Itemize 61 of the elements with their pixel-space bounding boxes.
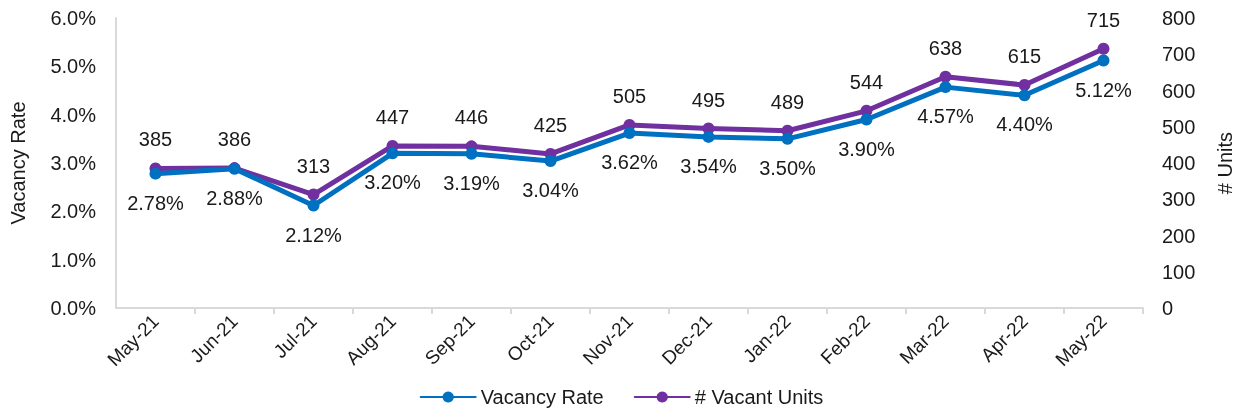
data-label: 447 xyxy=(375,105,410,128)
point xyxy=(149,167,162,180)
point xyxy=(1018,89,1031,102)
point xyxy=(623,127,636,140)
y-tick-label: 4.0% xyxy=(50,103,97,126)
y2-tick-label: 0 xyxy=(1162,297,1174,319)
y2-tick-label: 700 xyxy=(1162,43,1196,66)
data-label: 715 xyxy=(1086,8,1121,31)
point xyxy=(307,188,320,201)
y-tick-label: 3.0% xyxy=(50,152,97,174)
point xyxy=(307,199,320,212)
data-label: 3.20% xyxy=(364,171,422,194)
point xyxy=(781,132,794,145)
data-label: 615 xyxy=(1007,45,1042,68)
data-label: 505 xyxy=(612,84,647,107)
data-label: 489 xyxy=(770,90,805,113)
point xyxy=(1097,54,1110,67)
data-label: 2.88% xyxy=(206,186,264,209)
data-label: 4.40% xyxy=(996,113,1054,136)
data-label: 2.78% xyxy=(127,191,185,214)
point xyxy=(939,70,952,83)
point xyxy=(465,147,478,160)
legend-label: # Vacant Units xyxy=(694,386,824,408)
data-label: 3.62% xyxy=(601,151,659,174)
y2-tick-label: 300 xyxy=(1162,188,1196,211)
data-label: 5.12% xyxy=(1075,78,1133,101)
y-axis-title: Vacancy Rate xyxy=(7,101,29,225)
data-label: 3.90% xyxy=(838,137,896,160)
point xyxy=(386,147,399,160)
data-label: 638 xyxy=(928,36,963,59)
point xyxy=(860,113,873,126)
data-label: 3.19% xyxy=(443,171,501,194)
y-tick-label: 2.0% xyxy=(50,200,97,223)
point xyxy=(939,81,952,94)
point xyxy=(544,155,557,168)
y2-tick-label: 200 xyxy=(1162,224,1196,247)
y-tick-label: 6.0% xyxy=(50,7,97,29)
data-label: 446 xyxy=(454,106,489,129)
y2-tick-label: 500 xyxy=(1162,115,1196,138)
data-label: 544 xyxy=(849,70,884,93)
data-label: 3.50% xyxy=(759,156,817,179)
y-tick-label: 0.0% xyxy=(50,297,97,319)
data-label: 3.54% xyxy=(680,154,738,177)
data-label: 425 xyxy=(533,113,568,136)
data-label: 385 xyxy=(138,128,173,151)
y2-tick-label: 100 xyxy=(1162,260,1196,283)
y2-axis-title: # Units xyxy=(1214,131,1236,195)
legend-label: Vacancy Rate xyxy=(480,386,604,408)
y-tick-label: 5.0% xyxy=(50,55,97,78)
y-tick-label: 1.0% xyxy=(50,248,97,271)
data-label: 4.57% xyxy=(917,105,975,128)
data-label: 2.12% xyxy=(285,223,343,246)
data-label: 3.04% xyxy=(522,179,580,202)
point xyxy=(702,130,715,143)
y2-tick-label: 800 xyxy=(1162,7,1196,29)
data-label: 313 xyxy=(296,154,331,177)
point xyxy=(1097,42,1110,55)
y2-tick-label: 600 xyxy=(1162,79,1196,102)
data-label: 386 xyxy=(217,128,252,151)
data-label: 495 xyxy=(691,88,726,111)
y2-tick-label: 400 xyxy=(1162,152,1196,174)
